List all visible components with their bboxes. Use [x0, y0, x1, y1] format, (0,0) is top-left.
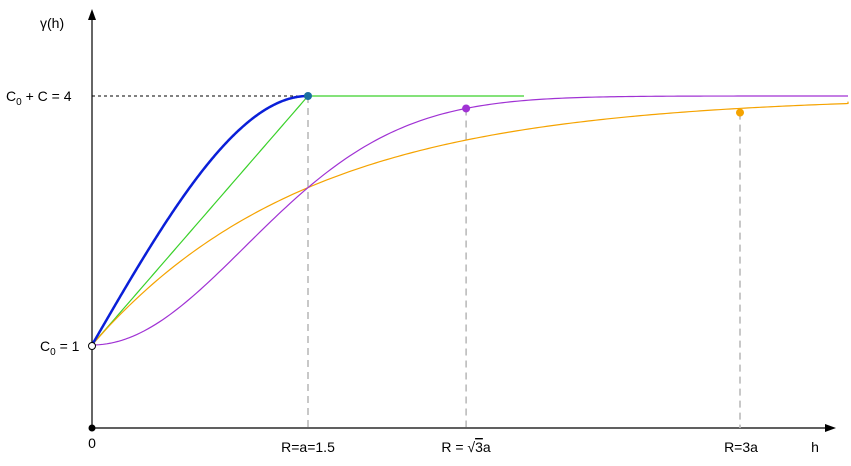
nugget-point: [88, 342, 96, 350]
range-point-exponential: [736, 108, 744, 117]
y-axis-arrow: [88, 9, 96, 20]
y-axis-label: γ(h): [40, 15, 64, 31]
x-tick-range-sqrt3a: R = √3a: [441, 439, 491, 455]
y-tick-sill: C0 + C = 4: [6, 88, 72, 108]
spherical-model-curve: [90, 94, 309, 346]
range-point-spherical: [304, 92, 312, 100]
x-tick-range-a: R=a=1.5: [281, 439, 335, 455]
origin-dot: [88, 424, 96, 432]
x-axis-arrow: [825, 424, 836, 432]
range-point-gaussian: [462, 104, 471, 113]
x-axis-label: h: [811, 439, 819, 455]
y-tick-nugget: C0 = 1: [40, 338, 80, 358]
x-tick-range-3a: R=3a: [724, 439, 758, 455]
exponential-model-curve: [91, 101, 849, 346]
gaussian-model-curve: [91, 95, 848, 346]
origin-label: 0: [88, 435, 96, 451]
